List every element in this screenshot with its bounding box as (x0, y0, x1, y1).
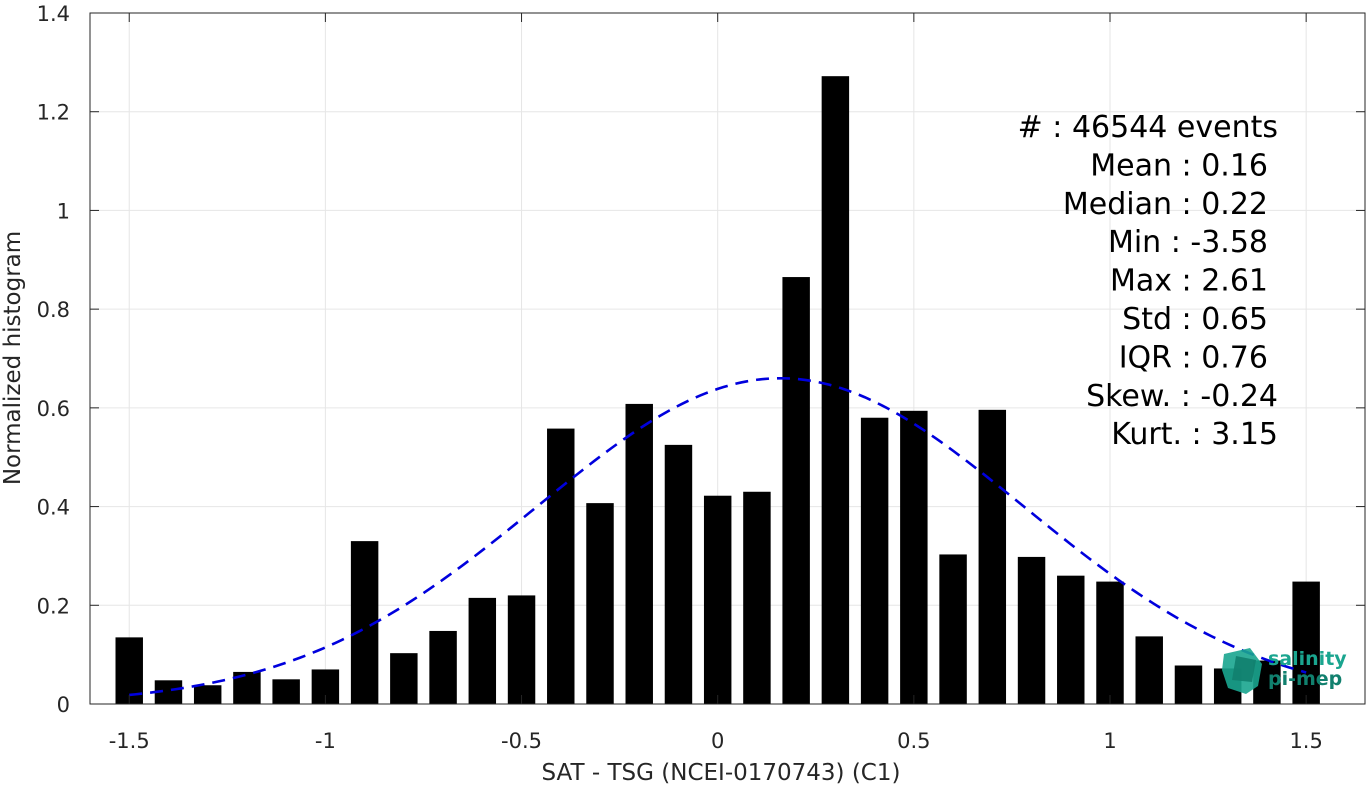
stat-line: Std : 0.65 (1122, 302, 1268, 337)
y-axis-label: Normalized histogram (0, 231, 26, 485)
x-tick-label: 1.5 (1289, 729, 1322, 753)
stat-line: Max : 2.61 (1110, 264, 1268, 299)
y-tick-label: 0.6 (37, 397, 70, 421)
x-tick-label: -1 (315, 729, 336, 753)
histogram-bar (900, 410, 928, 704)
plot-frame (89, 12, 1366, 705)
histogram-bar (429, 630, 457, 704)
stat-line: # : 46544 events (1018, 110, 1278, 145)
y-tick-label: 1 (57, 199, 70, 223)
histogram-bar (860, 417, 889, 704)
stat-line: Mean : 0.16 (1090, 148, 1268, 183)
x-tick-label: 1 (1103, 729, 1116, 753)
x-axis-label: SAT - TSG (NCEI-0170743) (C1) (542, 760, 901, 785)
y-tick-label: 0.4 (37, 496, 70, 520)
histogram-bar (978, 409, 1007, 704)
histogram-bars (115, 76, 1320, 705)
gaussian-fit-curve (129, 376, 1307, 697)
x-tick-label: 0.5 (897, 729, 930, 753)
histogram-bar (782, 277, 810, 704)
histogram-bar (1135, 636, 1163, 704)
stat-line: Skew. : -0.24 (1086, 379, 1278, 414)
y-tick-label: 1.2 (37, 101, 70, 125)
logo-cube-facet (1232, 656, 1256, 682)
x-tick-label: -1.5 (109, 729, 150, 753)
stat-line: IQR : 0.76 (1119, 340, 1268, 375)
histogram-bar (1017, 556, 1046, 704)
histogram-bar (743, 491, 771, 704)
histogram-bar (390, 653, 418, 704)
histogram-bar (1057, 575, 1085, 704)
histogram-bar (507, 595, 536, 704)
x-tick-label: -0.5 (501, 729, 542, 753)
axis-ticks (90, 12, 1365, 705)
y-tick-label: 0.8 (37, 298, 70, 322)
stat-line: Min : -3.58 (1108, 225, 1268, 260)
histogram-bar (272, 679, 300, 704)
histogram-bar (193, 685, 222, 704)
x-tick-label: 0 (711, 729, 724, 753)
y-tick-label: 0.2 (37, 594, 70, 618)
histogram-bar (939, 554, 967, 704)
histogram-bar (703, 495, 732, 704)
stat-line: Kurt. : 3.15 (1111, 417, 1278, 452)
histogram-bar (1292, 581, 1320, 704)
histogram-bar (586, 503, 614, 704)
stat-line: Median : 0.22 (1063, 187, 1268, 222)
logo-line2: pi-mep (1268, 668, 1342, 690)
histogram-bar (154, 680, 183, 704)
histogram-bar (1096, 581, 1124, 704)
histogram-bar (468, 597, 497, 704)
histogram-bar (664, 444, 693, 704)
histogram-bar (1174, 665, 1203, 704)
y-tick-labels: 0 0.2 0.4 0.6 0.8 1 1.2 1.4 (37, 2, 70, 717)
histogram-bar (547, 428, 575, 704)
grid-lines (90, 12, 1365, 705)
x-tick-labels: -1.5 -1 -0.5 0 0.5 1 1.5 (109, 729, 1323, 753)
y-tick-label: 1.4 (37, 2, 70, 26)
histogram-bar (625, 403, 653, 704)
y-tick-label: 0 (57, 693, 70, 717)
logo-line1: salinity (1268, 648, 1347, 670)
salinity-pimep-logo: salinity pi-mep (1222, 648, 1347, 694)
